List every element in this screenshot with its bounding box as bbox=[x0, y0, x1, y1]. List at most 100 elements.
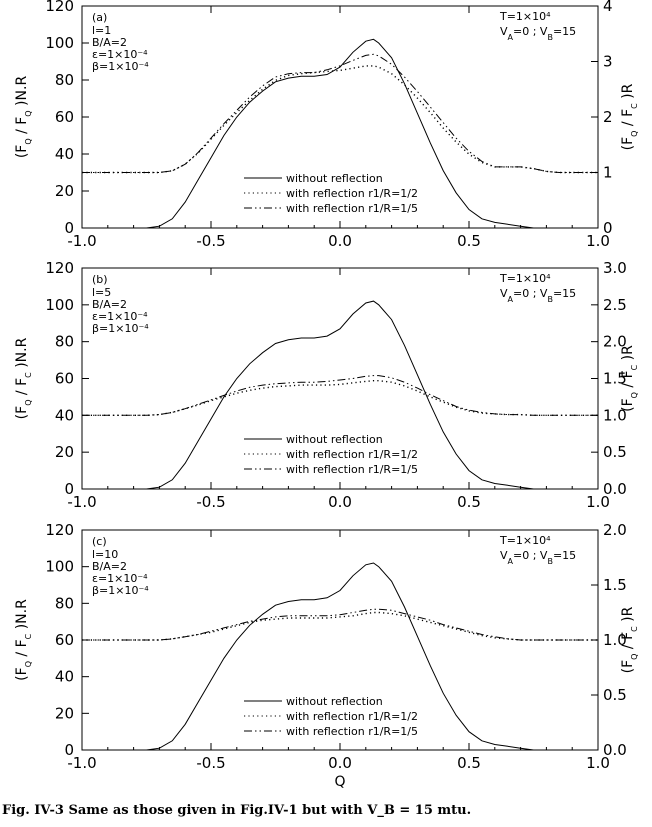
y-tick-label: 120 bbox=[45, 0, 74, 15]
panel-label: (c) bbox=[92, 535, 107, 548]
y-tick-label: 40 bbox=[55, 668, 74, 686]
param-left: l=1 bbox=[92, 24, 111, 37]
y-tick-label: 60 bbox=[55, 631, 74, 649]
y-axis-label: (FQ / FQ )N.R bbox=[14, 76, 33, 159]
x-tick-label: 0.5 bbox=[457, 493, 481, 511]
series-line-3 bbox=[82, 53, 598, 173]
y2-tick-label: 0.5 bbox=[603, 686, 627, 704]
figure-caption: Fig. IV-3 Same as those given in Fig.IV-… bbox=[2, 803, 472, 818]
x-tick-label: 1.0 bbox=[586, 754, 610, 772]
y2-tick-label: 3 bbox=[603, 53, 613, 71]
y2-tick-label: 0 bbox=[603, 219, 613, 237]
panel-a: -1.0 -0.5 0.0 0.5 1.002040608010012001234(FQ… bbox=[14, 0, 639, 250]
y2-axis-label: (FQ / FC )R bbox=[620, 83, 639, 150]
param-right: T=1×10⁴ bbox=[499, 10, 551, 23]
y-tick-label: 0 bbox=[64, 480, 74, 498]
param-right: T=1×10⁴ bbox=[499, 534, 551, 547]
y2-tick-label: 3.0 bbox=[603, 259, 627, 277]
param-right: VA=0 ; VB=15 bbox=[500, 549, 576, 566]
param-left: l=10 bbox=[92, 548, 118, 561]
y2-tick-label: 1.0 bbox=[603, 406, 627, 424]
legend-label: without reflection bbox=[286, 433, 383, 446]
param-left: l=5 bbox=[92, 286, 111, 299]
x-axis-label: Q bbox=[334, 774, 345, 790]
y2-tick-label: 0.5 bbox=[603, 443, 627, 461]
series-line-1 bbox=[82, 562, 598, 751]
y-tick-label: 100 bbox=[45, 296, 74, 314]
series-line-2 bbox=[82, 65, 598, 174]
y-tick-label: 80 bbox=[55, 71, 74, 89]
param-right: VA=0 ; VB=15 bbox=[500, 25, 576, 42]
y-tick-label: 100 bbox=[45, 558, 74, 576]
param-left: β=1×10⁻⁴ bbox=[92, 322, 149, 335]
param-left: B/A=2 bbox=[92, 298, 127, 311]
legend-label: without reflection bbox=[286, 172, 383, 185]
legend-label: with reflection r1/R=1/5 bbox=[286, 202, 418, 215]
y2-tick-label: 1 bbox=[603, 164, 613, 182]
y2-tick-label: 2 bbox=[603, 108, 613, 126]
y-tick-label: 0 bbox=[64, 219, 74, 237]
param-left: β=1×10⁻⁴ bbox=[92, 60, 149, 73]
y-axis-label: (FQ / FC )N.R bbox=[14, 337, 33, 419]
y2-tick-label: 1.0 bbox=[603, 631, 627, 649]
param-right: T=1×10⁴ bbox=[499, 272, 551, 285]
x-tick-label: 0.0 bbox=[328, 493, 352, 511]
x-tick-label: -0.5 bbox=[196, 232, 225, 250]
y2-axis-label: (FQ / FC )R bbox=[620, 606, 639, 673]
x-tick-label: -1.0 bbox=[67, 754, 96, 772]
y-tick-label: 20 bbox=[55, 704, 74, 722]
series-line-2 bbox=[82, 380, 598, 416]
y2-tick-label: 4 bbox=[603, 0, 613, 15]
param-left: β=1×10⁻⁴ bbox=[92, 584, 149, 597]
legend-label: with reflection r1/R=1/2 bbox=[286, 710, 418, 723]
x-tick-label: -0.5 bbox=[196, 754, 225, 772]
x-tick-label: -1.0 bbox=[67, 493, 96, 511]
y-tick-label: 20 bbox=[55, 182, 74, 200]
y2-tick-label: 0.0 bbox=[603, 480, 627, 498]
y2-tick-label: 2.5 bbox=[603, 296, 627, 314]
x-tick-label: -0.5 bbox=[196, 493, 225, 511]
legend-label: with reflection r1/R=1/2 bbox=[286, 187, 418, 200]
y-tick-label: 0 bbox=[64, 741, 74, 759]
y2-axis-label: (FQ / FC )R bbox=[620, 345, 639, 412]
series-line-1 bbox=[82, 300, 598, 490]
param-left: B/A=2 bbox=[92, 560, 127, 573]
x-tick-label: 0.0 bbox=[328, 232, 352, 250]
y-tick-label: 40 bbox=[55, 145, 74, 163]
y-tick-label: 100 bbox=[45, 34, 74, 52]
y-tick-label: 80 bbox=[55, 333, 74, 351]
y2-tick-label: 2.0 bbox=[603, 521, 627, 539]
series-line-3 bbox=[82, 375, 598, 416]
y-tick-label: 120 bbox=[45, 521, 74, 539]
panel-label: (b) bbox=[92, 273, 108, 286]
y-axis-label: (FQ / FC )N.R bbox=[14, 599, 33, 681]
param-left: B/A=2 bbox=[92, 36, 127, 49]
series-line-3 bbox=[82, 608, 598, 641]
series-line-1 bbox=[82, 38, 598, 229]
y-tick-label: 60 bbox=[55, 370, 74, 388]
panel-label: (a) bbox=[92, 11, 107, 24]
x-tick-label: 1.0 bbox=[586, 232, 610, 250]
legend-label: with reflection r1/R=1/5 bbox=[286, 725, 418, 738]
legend-label: without reflection bbox=[286, 695, 383, 708]
x-tick-label: 0.5 bbox=[457, 754, 481, 772]
x-tick-label: -1.0 bbox=[67, 232, 96, 250]
panel-c: -1.0 -0.5 0.0 0.5 1.0 0 20 40 60 80 100 120 0.0 0.5 1.… bbox=[14, 521, 639, 790]
x-tick-label: 0.5 bbox=[457, 232, 481, 250]
y-tick-label: 60 bbox=[55, 108, 74, 126]
param-left: ε=1×10⁻⁴ bbox=[92, 310, 148, 323]
y2-tick-label: 1.5 bbox=[603, 576, 627, 594]
param-left: ε=1×10⁻⁴ bbox=[92, 48, 148, 61]
y2-tick-label: 0.0 bbox=[603, 741, 627, 759]
y2-tick-label: 1.5 bbox=[603, 370, 627, 388]
series-line-2 bbox=[82, 611, 598, 641]
y-tick-label: 120 bbox=[45, 259, 74, 277]
y2-tick-label: 2.0 bbox=[603, 333, 627, 351]
y-tick-label: 80 bbox=[55, 594, 74, 612]
legend-label: with reflection r1/R=1/2 bbox=[286, 448, 418, 461]
y-tick-label: 40 bbox=[55, 406, 74, 424]
x-tick-label: 0.0 bbox=[328, 754, 352, 772]
panel-b: -1.0 -0.5 0.0 0.5 1.0 0 20 40 60 80 100 120 0.0 0.5 1.… bbox=[14, 259, 639, 511]
param-left: ε=1×10⁻⁴ bbox=[92, 572, 148, 585]
y-tick-label: 20 bbox=[55, 443, 74, 461]
